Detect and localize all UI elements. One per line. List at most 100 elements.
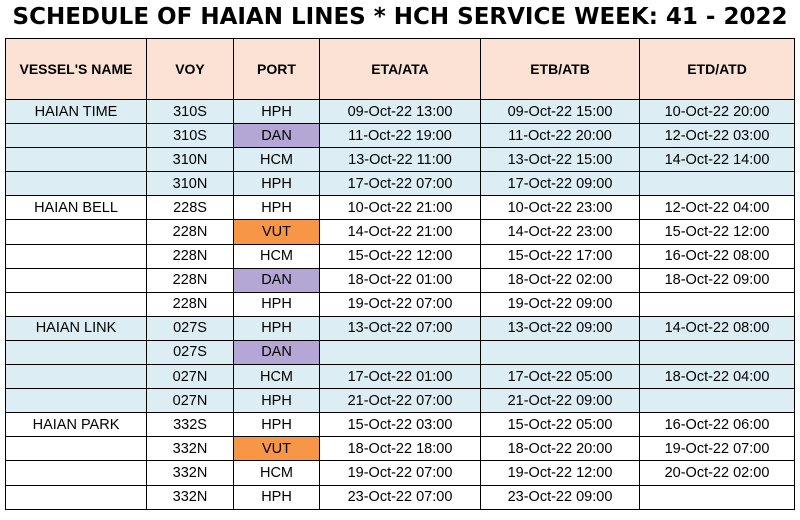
port-cell: HPH: [233, 291, 320, 317]
voy-cell: 027N: [146, 388, 234, 414]
etb-cell: [480, 339, 640, 366]
table-row: 228N HPH 19-Oct-22 07:00 19-Oct-22 09:00: [5, 291, 795, 317]
voy-cell: 332S: [146, 412, 234, 438]
table-row: 027S DAN: [5, 339, 795, 366]
eta-cell: 10-Oct-22 21:00: [319, 195, 481, 221]
voy-cell: 228S: [146, 195, 234, 221]
voy-cell: 027S: [146, 339, 234, 366]
table-row: 228N DAN 18-Oct-22 01:00 18-Oct-22 02:00…: [5, 267, 795, 293]
etb-cell: 18-Oct-22 20:00: [480, 436, 640, 462]
etd-cell: 15-Oct-22 12:00: [639, 219, 795, 245]
eta-cell: 21-Oct-22 07:00: [319, 388, 481, 414]
vessel-name-cell: [5, 460, 147, 486]
etd-cell: 10-Oct-22 20:00: [639, 98, 795, 125]
etb-cell: 17-Oct-22 05:00: [480, 364, 640, 390]
vessel-name-cell: [5, 171, 147, 197]
etb-cell: 15-Oct-22 05:00: [480, 412, 640, 438]
column-header-vessel: VESSEL'S NAME: [5, 38, 147, 100]
etb-cell: 10-Oct-22 23:00: [480, 195, 640, 221]
voy-cell: 332N: [146, 484, 234, 510]
eta-cell: 09-Oct-22 13:00: [319, 98, 481, 125]
etd-cell: 18-Oct-22 04:00: [639, 364, 795, 390]
table-row: 310S DAN 11-Oct-22 19:00 11-Oct-22 20:00…: [5, 123, 795, 149]
etb-cell: 14-Oct-22 23:00: [480, 219, 640, 245]
port-cell: HCM: [233, 364, 320, 390]
table-row: HAIAN LINK 027S HPH 13-Oct-22 07:00 13-O…: [5, 315, 795, 341]
table-row: 310N HPH 17-Oct-22 07:00 17-Oct-22 09:00: [5, 171, 795, 197]
table-row: 332N HPH 23-Oct-22 07:00 23-Oct-22 09:00: [5, 484, 795, 510]
table-row: 228N VUT 14-Oct-22 21:00 14-Oct-22 23:00…: [5, 219, 795, 245]
vessel-name-cell: [5, 436, 147, 462]
table-row: 310N HCM 13-Oct-22 11:00 13-Oct-22 15:00…: [5, 147, 795, 173]
etb-cell: 11-Oct-22 20:00: [480, 123, 640, 149]
eta-cell: 18-Oct-22 01:00: [319, 267, 481, 293]
etb-cell: 23-Oct-22 09:00: [480, 484, 640, 510]
voy-cell: 332N: [146, 436, 234, 462]
port-cell: HPH: [233, 484, 320, 510]
table-row: 027N HPH 21-Oct-22 07:00 21-Oct-22 09:00: [5, 388, 795, 414]
vessel-name-cell: HAIAN LINK: [5, 315, 147, 341]
etd-cell: [639, 291, 795, 317]
port-cell: HPH: [233, 315, 320, 341]
eta-cell: 15-Oct-22 03:00: [319, 412, 481, 438]
voy-cell: 027N: [146, 364, 234, 390]
eta-cell: 19-Oct-22 07:00: [319, 291, 481, 317]
vessel-name-cell: [5, 484, 147, 510]
eta-cell: 15-Oct-22 12:00: [319, 243, 481, 269]
port-cell: DAN: [233, 123, 320, 149]
port-cell: DAN: [233, 339, 320, 366]
port-cell: HCM: [233, 460, 320, 486]
vessel-name-cell: [5, 364, 147, 390]
vessel-name-cell: [5, 388, 147, 414]
eta-cell: 19-Oct-22 07:00: [319, 460, 481, 486]
vessel-name-cell: [5, 339, 147, 366]
eta-cell: 13-Oct-22 11:00: [319, 147, 481, 173]
vessel-name-cell: [5, 243, 147, 269]
voy-cell: 310S: [146, 123, 234, 149]
port-cell: DAN: [233, 267, 320, 293]
port-cell: HCM: [233, 147, 320, 173]
port-cell: HPH: [233, 195, 320, 221]
column-header-eta: ETA/ATA: [319, 38, 481, 100]
port-cell: HPH: [233, 388, 320, 414]
vessel-name-cell: [5, 291, 147, 317]
table-row: HAIAN PARK 332S HPH 15-Oct-22 03:00 15-O…: [5, 412, 795, 438]
vessel-name-cell: HAIAN TIME: [5, 98, 147, 125]
vessel-name-cell: HAIAN PARK: [5, 412, 147, 438]
etb-cell: 09-Oct-22 15:00: [480, 98, 640, 125]
column-header-voy: VOY: [146, 38, 234, 100]
eta-cell: 17-Oct-22 07:00: [319, 171, 481, 197]
eta-cell: 17-Oct-22 01:00: [319, 364, 481, 390]
etb-cell: 13-Oct-22 09:00: [480, 315, 640, 341]
etd-cell: 19-Oct-22 07:00: [639, 436, 795, 462]
etd-cell: 16-Oct-22 06:00: [639, 412, 795, 438]
port-cell: HCM: [233, 243, 320, 269]
etd-cell: 20-Oct-22 02:00: [639, 460, 795, 486]
column-header-etb: ETB/ATB: [480, 38, 640, 100]
table-row: HAIAN TIME 310S HPH 09-Oct-22 13:00 09-O…: [5, 98, 795, 125]
port-cell: VUT: [233, 219, 320, 245]
voy-cell: 228N: [146, 267, 234, 293]
etb-cell: 15-Oct-22 17:00: [480, 243, 640, 269]
etd-cell: [639, 388, 795, 414]
vessel-name-cell: HAIAN BELL: [5, 195, 147, 221]
eta-cell: 18-Oct-22 18:00: [319, 436, 481, 462]
eta-cell: 23-Oct-22 07:00: [319, 484, 481, 510]
etb-cell: 19-Oct-22 12:00: [480, 460, 640, 486]
column-header-port: PORT: [233, 38, 320, 100]
voy-cell: 228N: [146, 219, 234, 245]
etd-cell: 18-Oct-22 09:00: [639, 267, 795, 293]
voy-cell: 027S: [146, 315, 234, 341]
voy-cell: 310S: [146, 98, 234, 125]
table-row: HAIAN BELL 228S HPH 10-Oct-22 21:00 10-O…: [5, 195, 795, 221]
etd-cell: 12-Oct-22 03:00: [639, 123, 795, 149]
schedule-table: VESSEL'S NAME VOY PORT ETA/ATA ETB/ATB E…: [5, 38, 795, 510]
etd-cell: [639, 339, 795, 366]
port-cell: HPH: [233, 412, 320, 438]
etd-cell: 14-Oct-22 14:00: [639, 147, 795, 173]
etb-cell: 17-Oct-22 09:00: [480, 171, 640, 197]
voy-cell: 332N: [146, 460, 234, 486]
eta-cell: 11-Oct-22 19:00: [319, 123, 481, 149]
table-row: 027N HCM 17-Oct-22 01:00 17-Oct-22 05:00…: [5, 364, 795, 390]
etb-cell: 18-Oct-22 02:00: [480, 267, 640, 293]
